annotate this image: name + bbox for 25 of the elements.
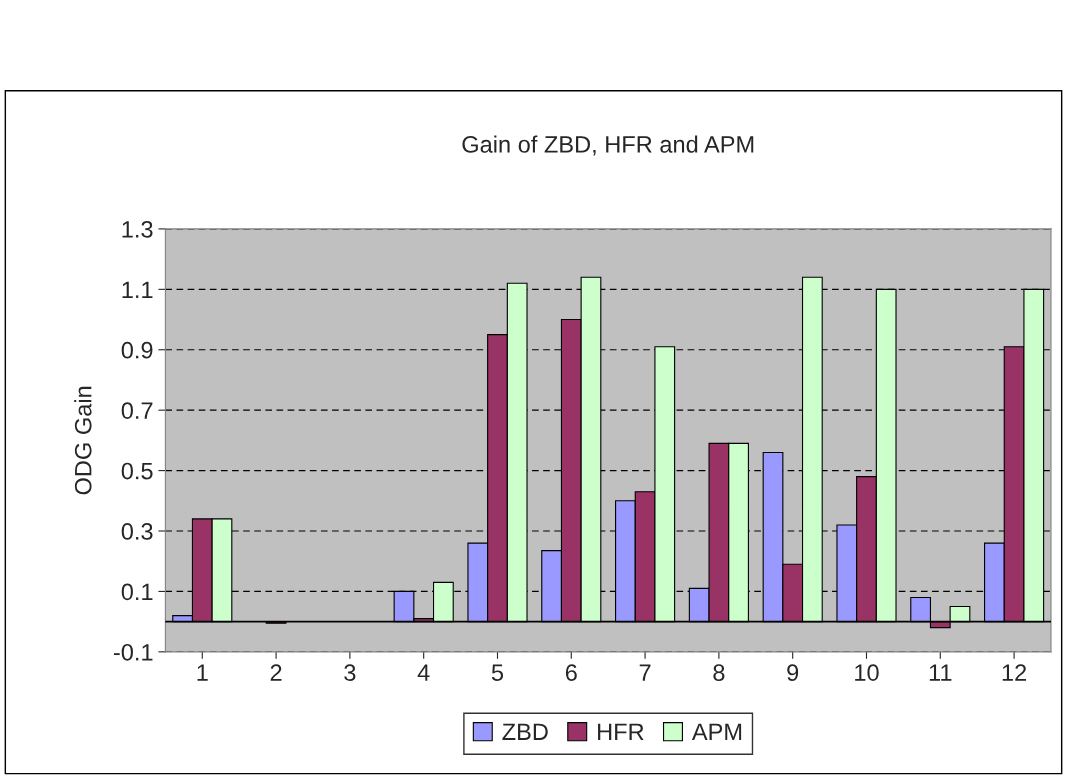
x-tick-label: 11 xyxy=(929,664,952,681)
y-tick-label: 0.7 xyxy=(121,402,153,419)
y-tick-label: 1.1 xyxy=(122,281,153,298)
chart-title: Gain of ZBD, HFR and APM xyxy=(462,135,754,156)
legend-label: HFR xyxy=(598,723,644,740)
y-tick-label: 0.3 xyxy=(121,523,153,540)
y-axis-title: ODG Gain xyxy=(74,386,92,495)
x-tick-label: 7 xyxy=(639,664,651,681)
x-tick-label: 8 xyxy=(713,664,725,681)
y-tick-label: 1.3 xyxy=(122,220,153,238)
legend-label: APM xyxy=(691,723,742,740)
x-tick-label: 1 xyxy=(197,664,208,681)
y-tick-label: 0.5 xyxy=(121,462,153,480)
x-tick-label: 4 xyxy=(417,664,430,681)
x-tick-label: 12 xyxy=(1002,664,1027,681)
x-tick-label: 9 xyxy=(787,664,799,681)
x-tick-label: 3 xyxy=(344,664,356,681)
x-tick-label: 5 xyxy=(491,664,504,681)
x-tick-label: 6 xyxy=(565,664,577,681)
y-tick-label: 0.1 xyxy=(121,583,153,601)
x-tick-label: 10 xyxy=(855,664,879,681)
x-tick-label: 2 xyxy=(270,664,282,681)
y-tick-label: -0.1 xyxy=(113,643,153,661)
y-tick-label: 0.9 xyxy=(121,341,153,359)
legend-label: ZBD xyxy=(502,723,548,740)
